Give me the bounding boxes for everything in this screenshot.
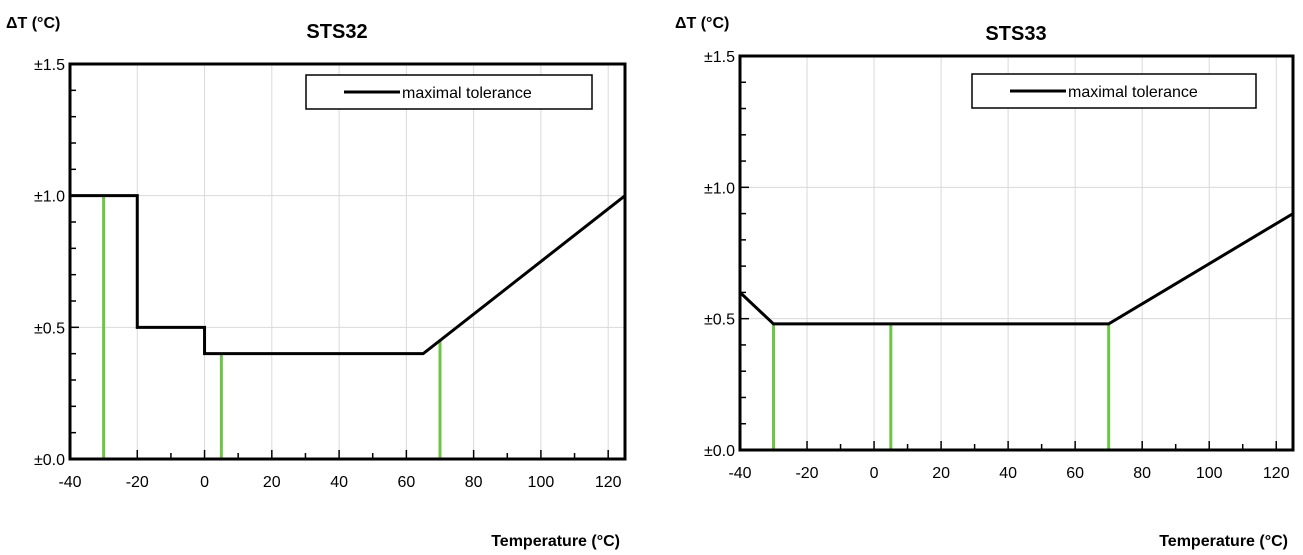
x-tick-label: 100 <box>1196 465 1223 482</box>
tolerance-line <box>738 212 1294 326</box>
x-tick-label: 0 <box>870 465 879 482</box>
x-axis-label: Temperature (°C) <box>1159 533 1288 550</box>
x-tick-label: 80 <box>465 474 483 491</box>
y-tick-label: ±0.0 <box>34 452 65 469</box>
x-axis-label: Temperature (°C) <box>491 533 620 550</box>
x-tick-label: 80 <box>1133 465 1151 482</box>
y-tick-label: ±1.5 <box>34 57 65 74</box>
chart-title: STS33 <box>985 23 1046 45</box>
x-tick-label: -20 <box>126 474 149 491</box>
x-tick-label: 0 <box>200 474 209 491</box>
x-tick-label: 40 <box>999 465 1017 482</box>
legend: maximal tolerance <box>305 74 593 110</box>
y-tick-label: ±0.5 <box>34 320 65 337</box>
y-tick-label: ±1.0 <box>704 180 735 197</box>
x-tick-label: 60 <box>1066 465 1084 482</box>
y-axis-label: ΔT (°C) <box>6 15 60 32</box>
legend-label: maximal tolerance <box>1068 84 1198 101</box>
chart-sts33: -40 -20 0 20 40 60 80 100 120 ±0.0 ±0.5 ±1.0 ±1.5 STS… <box>675 15 1295 550</box>
x-tick-label: -20 <box>795 465 818 482</box>
chart-sts32: -40 -20 0 20 40 60 80 100 120 ±0.0 ±0.5 ±1.0 ±1.5 STS… <box>6 15 627 550</box>
x-tick-label: 20 <box>263 474 281 491</box>
chart-title: STS32 <box>306 21 367 43</box>
x-tick-label: 60 <box>397 474 415 491</box>
x-tick-label: 120 <box>595 474 622 491</box>
x-tick-label: 20 <box>932 465 950 482</box>
y-tick-label: ±1.5 <box>704 49 735 66</box>
y-tick-label: ±0.0 <box>704 443 735 460</box>
x-tick-label: -40 <box>58 474 81 491</box>
legend-label: maximal tolerance <box>402 85 532 102</box>
x-tick-label: 40 <box>330 474 348 491</box>
legend: maximal tolerance <box>971 73 1257 109</box>
y-tick-label: ±1.0 <box>34 189 65 206</box>
x-tick-label: -40 <box>728 465 751 482</box>
plot-frame <box>738 54 1295 452</box>
tolerance-line <box>70 194 626 356</box>
y-tick-label: ±0.5 <box>704 312 735 329</box>
plot-frame <box>68 62 627 461</box>
y-axis-label: ΔT (°C) <box>675 15 729 32</box>
x-tick-label: 100 <box>528 474 555 491</box>
x-tick-label: 120 <box>1263 465 1290 482</box>
